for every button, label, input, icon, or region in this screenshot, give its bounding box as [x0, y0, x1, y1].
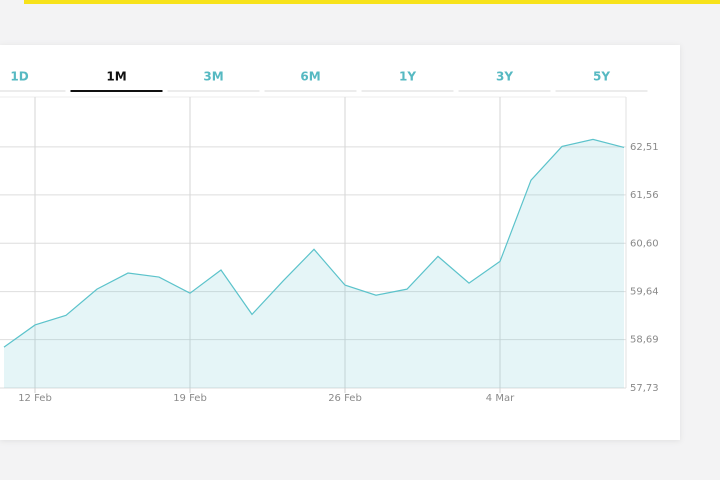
tab[interactable]: 1D — [10, 70, 28, 84]
y-tick-label: 62,51 — [630, 142, 659, 153]
y-tick-label: 59,64 — [630, 287, 659, 298]
area — [4, 139, 624, 388]
tab[interactable]: 1M — [106, 70, 126, 84]
y-tick-label: 60,60 — [630, 238, 659, 249]
top-bar — [24, 0, 720, 4]
tab-bar: 1D 1M 3M 6M 1Y 3Y 5Y — [0, 70, 648, 92]
tab[interactable]: 6M — [300, 70, 320, 84]
x-tick-label: 26 Feb — [328, 393, 362, 404]
y-tick-label: 61,56 — [630, 190, 659, 201]
x-tick-label: 12 Feb — [18, 393, 52, 404]
y-tick-label: 58,69 — [630, 335, 659, 346]
tab[interactable]: 5Y — [593, 70, 610, 84]
line — [3, 138, 625, 348]
card — [0, 45, 680, 440]
x-tick-label: 19 Feb — [173, 393, 207, 404]
tab[interactable]: 3Y — [496, 70, 513, 84]
tab[interactable]: 1Y — [399, 70, 416, 84]
tab[interactable]: 3M — [203, 70, 223, 84]
chart: 57,73 58,69 59,64 60,60 61,56 62,51 12 Feb 19 F… — [0, 96, 659, 404]
x-tick-label: 4 Mar — [486, 393, 515, 404]
y-tick-label: 57,73 — [630, 383, 659, 394]
